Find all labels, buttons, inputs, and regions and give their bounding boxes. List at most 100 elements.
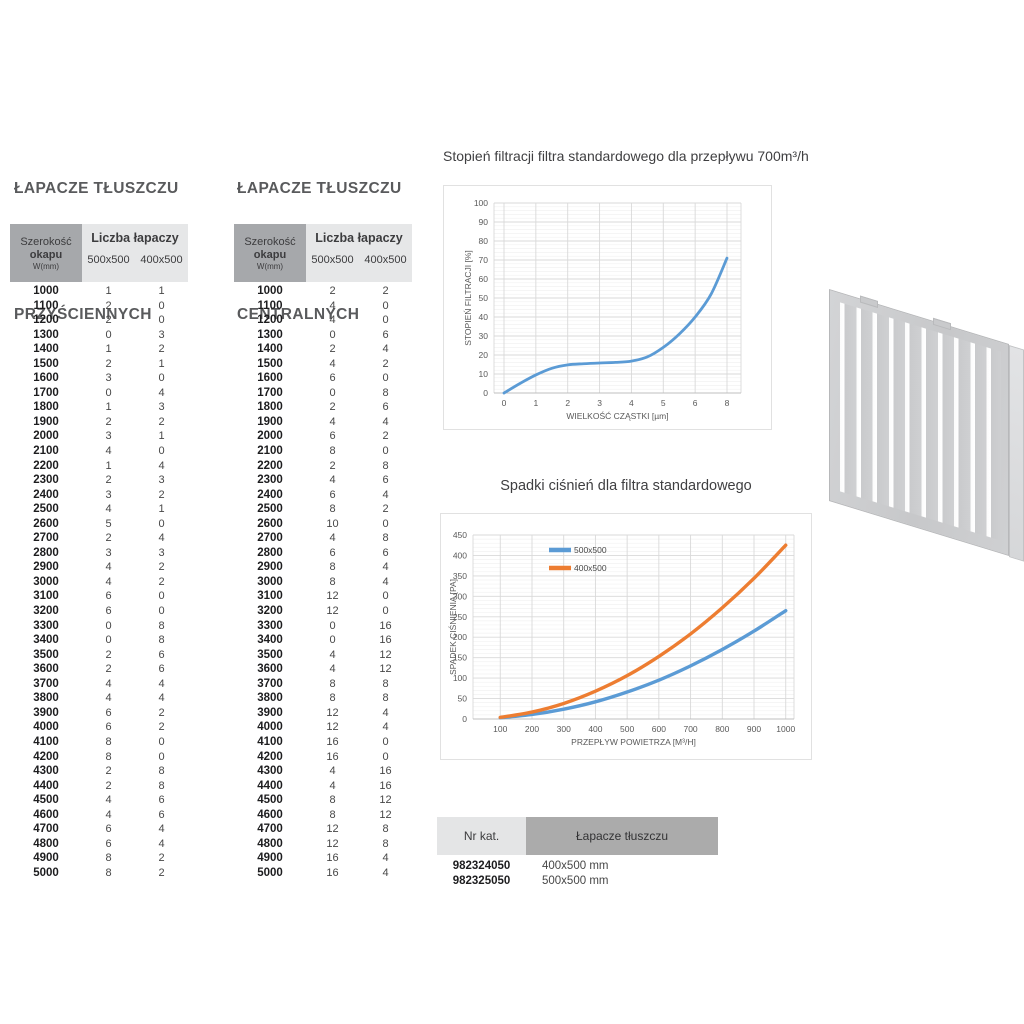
table-cell: 1100 (33, 299, 59, 312)
svg-text:450: 450 (453, 530, 467, 540)
svg-text:WIELKOŚĆ CZĄSTKI [µm]: WIELKOŚĆ CZĄSTKI [µm] (566, 410, 668, 421)
pressure-chart: 0 50 100 150 200 250 300 350 400 450 100 200 300 400 5… (440, 513, 812, 760)
table-cell: 4 (382, 866, 389, 879)
table-cell: 0 (158, 372, 165, 385)
table-cell: 1200 (257, 314, 283, 327)
table-cell: 12 (326, 721, 339, 734)
table-cell: 0 (382, 445, 389, 458)
table-row: 3500 2 6 (10, 648, 188, 663)
table-cell: 1900 (33, 415, 59, 428)
table-cell: 2000 (33, 430, 59, 443)
table-cell: 1 (105, 343, 112, 356)
table-cell: 3500 (33, 648, 59, 661)
filtration-chart-title: Stopień filtracji filtra standardowego d… (443, 148, 809, 164)
table-cell: 2500 (257, 503, 283, 516)
width-column-header: Szerokość okapu W(mm) (10, 224, 82, 282)
svg-text:20: 20 (479, 350, 489, 360)
table-cell: 3900 (33, 706, 59, 719)
table-cell: 12 (379, 808, 392, 821)
table-cell: 2 (158, 866, 165, 879)
table-cell: 1000 (257, 285, 283, 297)
table-cell: 2 (158, 561, 165, 574)
svg-text:600: 600 (652, 724, 666, 734)
table-cell: 8 (329, 561, 336, 574)
table-cell: 1 (105, 285, 112, 297)
table-cell: 0 (105, 386, 112, 399)
table-cell: 2800 (257, 546, 283, 559)
table-row: 4900 16 4 (234, 851, 412, 866)
table-row: 3400 0 8 (10, 633, 188, 648)
table-row: 4400 2 8 (10, 779, 188, 794)
table-cell: 8 (158, 765, 165, 778)
table-cell: 0 (382, 299, 389, 312)
table-cell: 2 (329, 401, 336, 414)
table-cell: 4 (105, 575, 112, 588)
table-cell: 6 (329, 546, 336, 559)
svg-text:80: 80 (479, 236, 489, 246)
svg-text:0: 0 (502, 398, 507, 408)
svg-text:100: 100 (453, 673, 467, 683)
table-row: 2500 8 2 (234, 502, 412, 517)
table-cell: 12 (326, 837, 339, 850)
table-cell: 3600 (33, 663, 59, 676)
filter-side-edge (1009, 345, 1024, 562)
table-cell: 0 (382, 372, 389, 385)
table-cell: 2600 (33, 517, 59, 530)
table-row: 3100 12 0 (234, 589, 412, 604)
table-cell: 16 (379, 779, 392, 792)
table-cell: 4900 (33, 852, 59, 865)
table-cell: 0 (158, 299, 165, 312)
table-cell: 4 (158, 692, 165, 705)
table-cell: 4 (329, 415, 336, 428)
table-row: 2800 6 6 (234, 546, 412, 561)
catalog-number-header: Nr kat. (437, 817, 526, 855)
table-row: 4300 2 8 (10, 764, 188, 779)
count-subheaders: 500x500 400x500 (306, 254, 412, 266)
table-cell: 8 (382, 692, 389, 705)
table-cell: 1500 (257, 357, 283, 370)
table-cell: 2900 (257, 561, 283, 574)
table-cell: 1300 (33, 328, 59, 341)
table-cell: 12 (379, 648, 392, 661)
filter-slots (840, 302, 1001, 541)
svg-text:50: 50 (458, 694, 468, 704)
table-cell: 3800 (257, 692, 283, 705)
table-cell: 8 (382, 677, 389, 690)
width-header-line2: okapu (29, 248, 63, 261)
table-cell: 8 (329, 677, 336, 690)
table-cell: 3 (158, 328, 165, 341)
table-row: 4100 16 0 (234, 735, 412, 750)
table-cell: 8 (158, 779, 165, 792)
table-cell: 3100 (33, 590, 59, 603)
svg-text:70: 70 (479, 255, 489, 265)
svg-text:150: 150 (453, 653, 467, 663)
table-cell: 8 (329, 575, 336, 588)
table-cell: 4 (105, 677, 112, 690)
table-row: 1900 2 2 (10, 415, 188, 430)
table-row: 1200 2 0 (10, 313, 188, 328)
table-cell: 1 (158, 357, 165, 370)
table-cell: 4 (329, 532, 336, 545)
svg-text:30: 30 (479, 331, 489, 341)
table-cell: 1500 (33, 357, 59, 370)
table-cell: 4500 (257, 794, 283, 807)
table-cell: 4100 (257, 735, 283, 748)
table-cell: 5 (105, 517, 112, 530)
table-row: 4500 4 6 (10, 793, 188, 808)
table-cell: 0 (382, 314, 389, 327)
table-row: 1100 4 0 (234, 299, 412, 314)
table-row: 3500 4 12 (234, 648, 412, 663)
table-row: 1900 4 4 (234, 415, 412, 430)
table-cell: 0 (158, 590, 165, 603)
table-row: 1200 4 0 (234, 313, 412, 328)
table-cell: 8 (329, 692, 336, 705)
table-cell: 1700 (257, 386, 283, 399)
table-cell: 16 (379, 634, 392, 647)
table-cell: 4200 (257, 750, 283, 763)
table-row: 3100 6 0 (10, 589, 188, 604)
svg-text:STOPIEŃ FILTRACJI [%]: STOPIEŃ FILTRACJI [%] (463, 250, 473, 346)
table-row: 3300 0 16 (234, 619, 412, 634)
table-cell: 12 (326, 590, 339, 603)
table-cell: 3700 (257, 677, 283, 690)
table-cell: 0 (158, 517, 165, 530)
